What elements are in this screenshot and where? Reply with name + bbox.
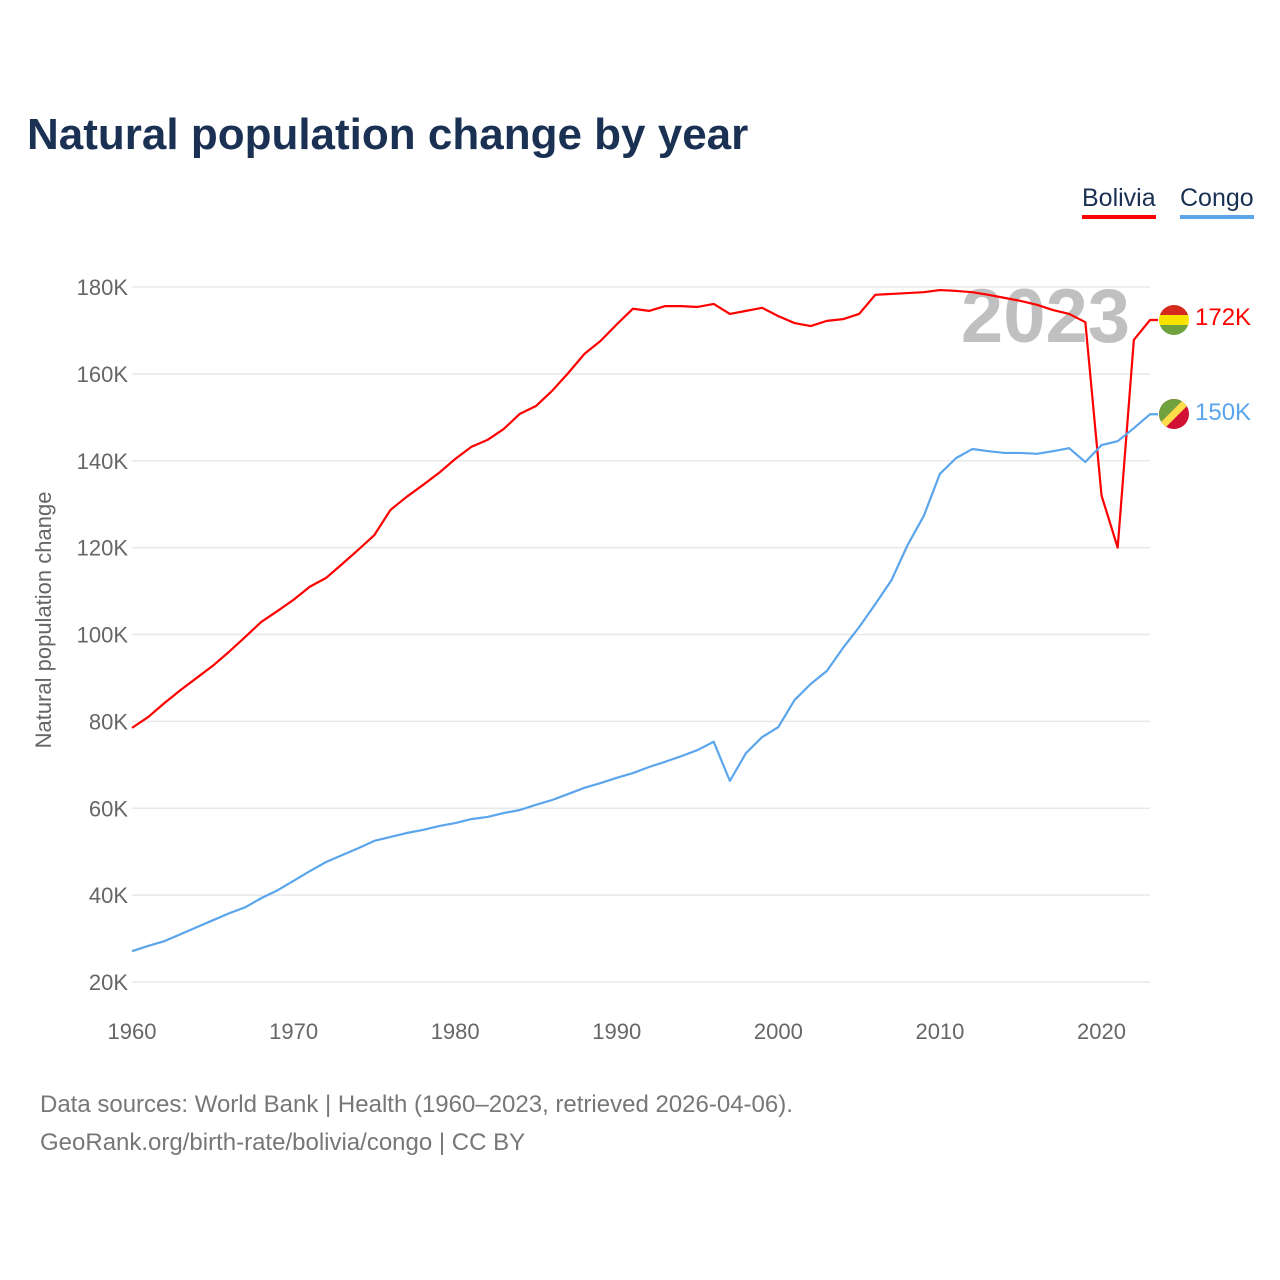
y-tick-label: 120K (77, 536, 129, 561)
x-tick-label: 1960 (108, 1019, 157, 1044)
x-tick-label: 2020 (1077, 1019, 1126, 1044)
series-line-congo[interactable] (131, 413, 1158, 953)
y-axis-label: Natural population change (31, 492, 56, 749)
x-tick-label: 1980 (431, 1019, 480, 1044)
attribution-link[interactable]: GeoRank.org/birth-rate/bolivia/congo | C… (40, 1129, 526, 1156)
data-sources: Data sources: World Bank | Health (1960–… (40, 1091, 793, 1118)
congo-flag-icon (1159, 399, 1189, 429)
y-tick-label: 100K (77, 623, 129, 648)
legend-item-congo[interactable]: Congo (1180, 184, 1254, 219)
y-tick-label: 180K (77, 275, 129, 300)
footer: Data sources: World Bank | Health (1960–… (40, 1086, 793, 1162)
y-tick-label: 60K (89, 796, 128, 821)
x-tick-label: 1970 (269, 1019, 318, 1044)
bolivia-flag-icon (1159, 305, 1189, 335)
legend-item-bolivia[interactable]: Bolivia (1082, 184, 1156, 219)
y-tick-label: 160K (77, 362, 129, 387)
bolivia-end-label: 172K (1195, 304, 1251, 331)
y-tick-label: 80K (89, 709, 128, 734)
y-tick-label: 20K (89, 970, 128, 995)
x-tick-label: 2000 (754, 1019, 803, 1044)
congo-end-label: 150K (1195, 399, 1251, 426)
y-tick-label: 40K (89, 883, 128, 908)
series-line-bolivia[interactable] (131, 288, 1158, 729)
x-tick-label: 1990 (592, 1019, 641, 1044)
chart-title: Natural population change by year (27, 110, 749, 159)
x-tick-label: 2010 (915, 1019, 964, 1044)
year-watermark: 2023 (961, 274, 1130, 359)
y-tick-label: 140K (77, 449, 129, 474)
